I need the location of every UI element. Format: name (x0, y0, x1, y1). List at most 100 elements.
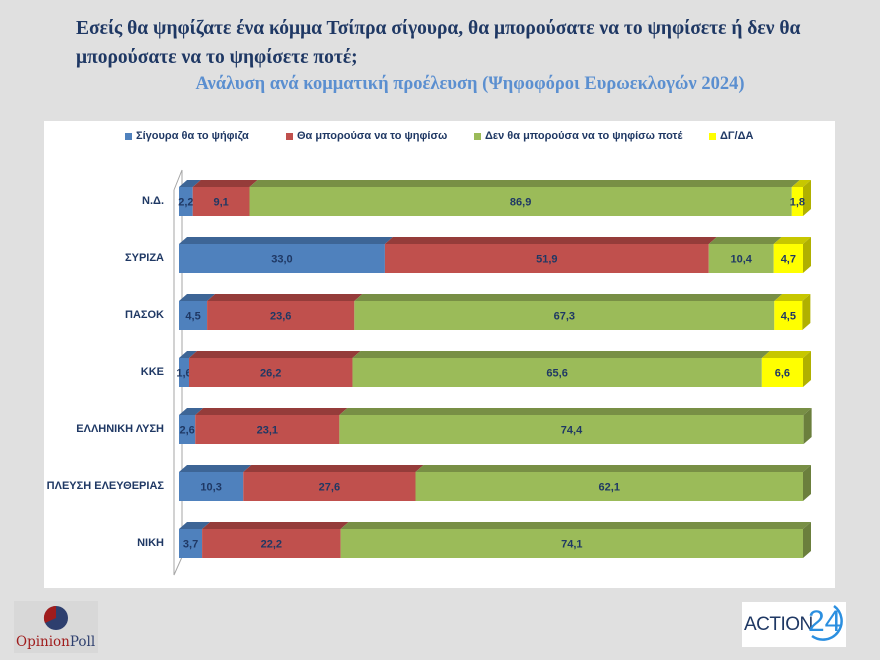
category-label: ΠΑΣΟΚ (125, 308, 164, 321)
bar-segment (188, 358, 353, 387)
bar-top-face (352, 351, 770, 358)
logo-text-poll: Poll (69, 634, 96, 650)
bar-side-face (803, 465, 811, 501)
data-label: 4,5 (185, 311, 200, 323)
bar-top-face (179, 180, 201, 187)
legend: Σίγουρα θα το ψήφιζα Θα μπορούσα να το ψ… (0, 130, 880, 146)
bar-top-face (188, 351, 361, 358)
data-label: 33,0 (271, 254, 292, 266)
data-label: 23,1 (257, 425, 278, 437)
category-label: ΣΥΡΙΖΑ (125, 251, 164, 264)
legend-item-sure: Σίγουρα θα το ψήφιζα (125, 130, 249, 142)
data-label: 74,1 (561, 539, 582, 551)
bar-segment (354, 301, 775, 330)
bar-top-face (773, 237, 811, 244)
bar-top-face (195, 408, 348, 415)
data-label: 4,7 (781, 254, 796, 266)
bar-top-face (761, 351, 811, 358)
legend-swatch (286, 132, 293, 140)
chart-title: Εσείς θα ψηφίζατε ένα κόμμα Τσίπρα σίγου… (76, 18, 801, 68)
bar-segment (192, 187, 250, 216)
bar-side-face (803, 351, 811, 387)
bar-segment (179, 244, 385, 273)
bar-segment (339, 415, 804, 444)
bar-top-face (207, 294, 363, 301)
legend-swatch (125, 132, 132, 140)
bar-top-face (791, 180, 811, 187)
data-label: 2,2 (178, 197, 193, 209)
circle-swoosh-icon (811, 604, 843, 641)
bar-top-face (708, 237, 782, 244)
legend-swatch (474, 132, 481, 140)
bar-top-face (179, 294, 216, 301)
data-label: 74,4 (561, 425, 583, 437)
bar-top-face (179, 522, 211, 529)
legend-item-dk: ΔΓ/ΔΑ (709, 130, 753, 142)
bar-top-face (179, 408, 204, 415)
legend-swatch (709, 132, 716, 140)
bar-top-face (415, 465, 811, 472)
bar-top-face (339, 408, 812, 415)
data-label: 1,8 (790, 197, 805, 209)
bar-top-face (243, 465, 424, 472)
category-label: ΕΛΛΗΝΙΚΗ ΛΥΣΗ (76, 422, 164, 435)
data-label: 23,6 (270, 311, 291, 323)
category-label: ΠΛΕΥΣΗ ΕΛΕΥΘΕΡΙΑΣ (46, 479, 164, 492)
bar-segment (179, 529, 203, 558)
data-label: 6,6 (775, 368, 790, 380)
bar-segment (179, 358, 189, 387)
bar-top-face (354, 294, 783, 301)
bar-segment (202, 529, 341, 558)
legend-label: ΔΓ/ΔΑ (720, 130, 754, 142)
data-label: 9,1 (213, 197, 228, 209)
data-label: 67,3 (554, 311, 575, 323)
bar-segment (415, 472, 803, 501)
bar-segment (384, 244, 709, 273)
bar-top-face (179, 237, 393, 244)
action24-logo: ACTION 24 (742, 602, 846, 647)
pie-logo-icon (43, 605, 68, 630)
bar-top-face (384, 237, 717, 244)
bar-segment (179, 187, 193, 216)
data-label: 2,6 (179, 425, 194, 437)
bar-segment (774, 301, 803, 330)
bar-segment (708, 244, 774, 273)
bar-segment (195, 415, 340, 444)
data-label: 10,3 (200, 482, 221, 494)
category-label: ΝΙΚΗ (137, 536, 164, 549)
axis-floor (173, 190, 183, 576)
legend-label: Σίγουρα θα το ψήφιζα (136, 130, 249, 142)
bar-segment (207, 301, 355, 330)
bar-segment (340, 529, 803, 558)
bar-side-face (803, 180, 811, 216)
bar-top-face (249, 180, 800, 187)
data-label: 27,6 (319, 482, 340, 494)
bar-segment (773, 244, 803, 273)
bar-segment (352, 358, 762, 387)
data-label: 22,2 (261, 539, 282, 551)
data-label: 10,4 (731, 254, 753, 266)
bar-top-face (179, 465, 252, 472)
data-label: 51,9 (536, 254, 557, 266)
bar-top-face (192, 180, 258, 187)
opinionpoll-logo: OpinionPoll (14, 601, 98, 653)
legend-label: Δεν θα μπορούσα να το ψηφίσω ποτέ (485, 130, 683, 142)
data-label: 65,6 (546, 368, 567, 380)
bar-side-face (803, 237, 811, 273)
data-label: 4,5 (781, 311, 796, 323)
data-label: 62,1 (599, 482, 620, 494)
bar-side-face (803, 522, 811, 558)
bar-side-face (802, 294, 811, 330)
legend-item-could: Θα μπορούσα να το ψηφίσω (286, 130, 447, 142)
chart-subtitle: Ανάλυση ανά κομματική προέλευση (Ψηφοφόρ… (195, 74, 745, 94)
bar-segment (249, 187, 792, 216)
bar-top-face (340, 522, 811, 529)
category-label: Ν.Δ. (142, 194, 164, 207)
bar-segment (179, 472, 244, 501)
bar-side-face (803, 408, 812, 444)
bar-top-face (179, 351, 197, 358)
data-label: 26,2 (260, 368, 281, 380)
bar-top-face (774, 294, 811, 301)
bar-segment (179, 415, 196, 444)
